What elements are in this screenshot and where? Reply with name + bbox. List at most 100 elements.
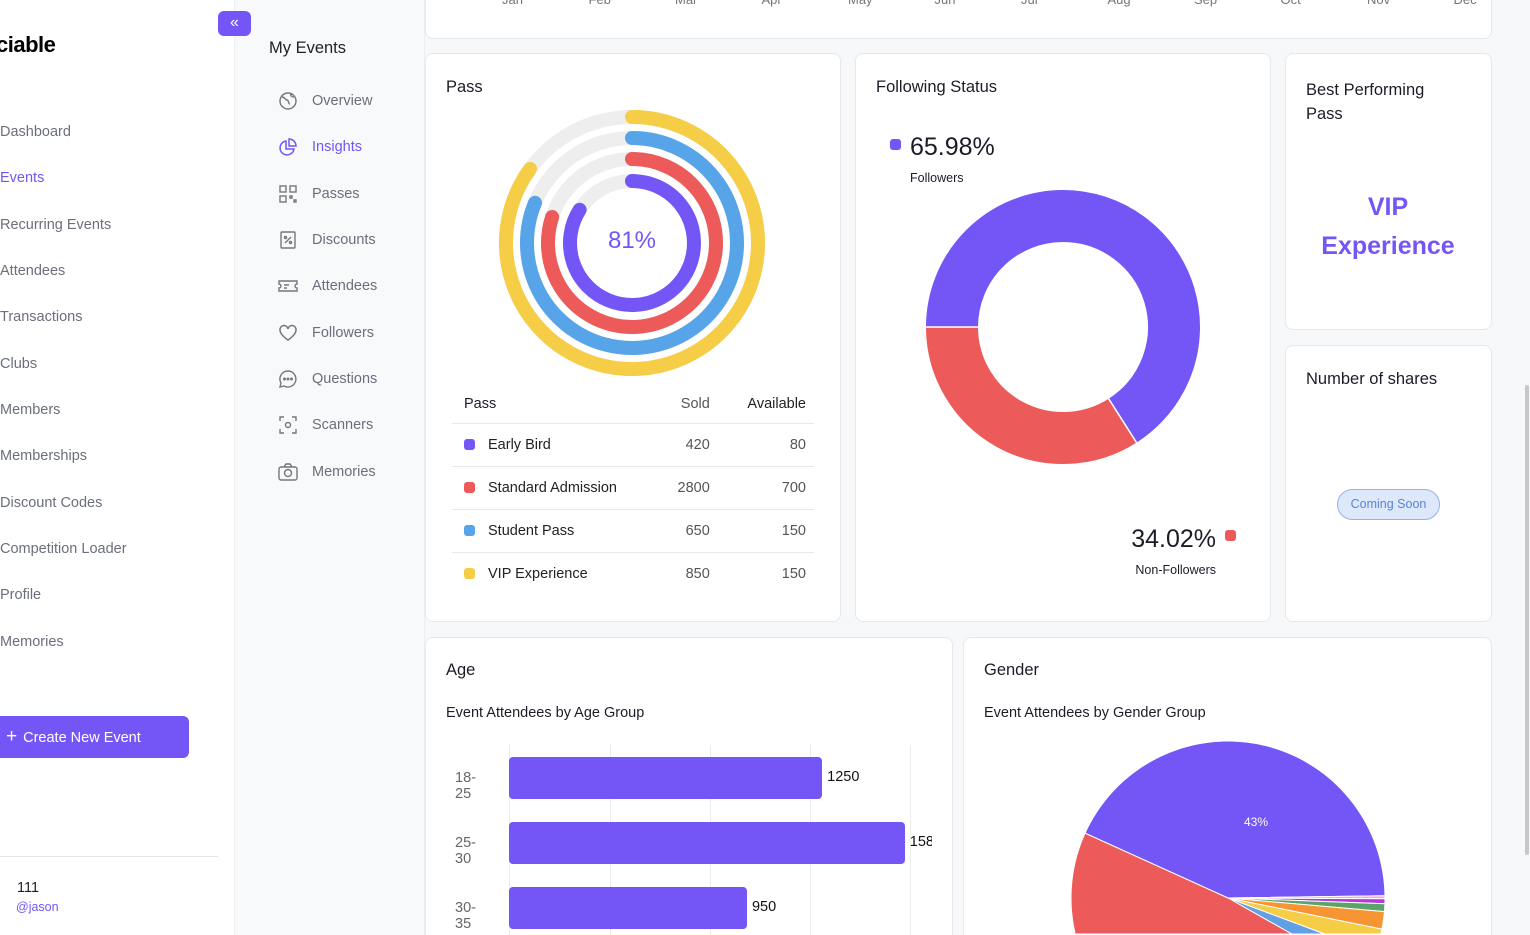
nav-attendees[interactable]: Attendees [0, 263, 66, 279]
create-new-event-button[interactable]: + Create New Event [0, 716, 189, 758]
pass-center-label: 81% [607, 227, 657, 254]
shares-title: Number of shares [1306, 370, 1438, 388]
month-label: Apr [762, 0, 782, 7]
available: 700 [717, 466, 814, 510]
subnav-overview[interactable]: Overview [278, 91, 372, 111]
legend-dot [464, 567, 475, 579]
ring-standard-admission [541, 152, 723, 334]
ring-early-bird [563, 174, 701, 312]
subnav-memories[interactable]: Memories [278, 462, 376, 482]
subnav-discounts[interactable]: Discounts [278, 230, 376, 250]
month-label: Jun [935, 0, 956, 7]
nav-memberships[interactable]: Memberships [0, 448, 88, 464]
subnav-questions[interactable]: Questions [278, 369, 377, 389]
table-row: Standard Admission 2800 700 [452, 466, 814, 510]
nav-discount-codes[interactable]: Discount Codes [0, 495, 103, 511]
donut-separator [1108, 398, 1138, 443]
pass-title: Pass [446, 78, 483, 96]
followers-label: Followers [910, 171, 964, 185]
pass-name: Early Bird [488, 436, 551, 453]
following-status-card [855, 53, 1271, 622]
nav-profile[interactable]: Profile [0, 587, 42, 603]
page-scrollbar[interactable] [1525, 385, 1529, 855]
nav-recurring-events[interactable]: Recurring Events [0, 217, 112, 233]
pass-name: VIP Experience [488, 565, 588, 582]
nav-dashboard[interactable]: Dashboard [0, 124, 71, 140]
month-label: Dec [1454, 0, 1477, 7]
month-label: Jan [502, 0, 523, 7]
bar-category-label: 18-25 [455, 770, 476, 802]
gender-subtitle: Event Attendees by Gender Group [984, 705, 1206, 721]
month-label: Mar [675, 0, 697, 7]
user-handle[interactable]: @jason [16, 900, 59, 914]
table-row: Student Pass 650 150 [452, 509, 814, 553]
legend-dot [464, 524, 475, 536]
ring-student-pass [520, 131, 744, 355]
globe-icon [279, 92, 297, 110]
ticket-icon [278, 280, 298, 292]
nav-members[interactable]: Members [0, 402, 61, 418]
bar [509, 887, 747, 929]
subnav-label: Insights [312, 139, 362, 155]
col-pass: Pass [452, 385, 654, 424]
camera-icon [278, 463, 298, 481]
table-row: VIP Experience 850 150 [452, 552, 814, 595]
scan-icon [279, 416, 297, 434]
subnav-insights[interactable]: Insights [278, 137, 362, 157]
age-title: Age [446, 661, 476, 679]
table-row: Early Bird 420 80 [452, 423, 814, 467]
event-subnav: My Events Overview Insights Passes Disco… [236, 0, 425, 935]
table-header: Pass Sold Available [452, 385, 814, 424]
nav-competition-loader[interactable]: Competition Loader [0, 541, 127, 557]
pie-slice-label: 43% [1244, 815, 1268, 829]
sold: 850 [685, 565, 710, 582]
col-available: Available [717, 385, 814, 424]
subnav-followers[interactable]: Followers [278, 323, 374, 343]
pass-table: Pass Sold Available Early Bird 420 80 Standa… [452, 385, 814, 595]
qr-code-icon [279, 185, 297, 203]
subnav-scanners[interactable]: Scanners [278, 415, 373, 435]
followers-legend-dot [890, 139, 901, 150]
legend-dot [464, 438, 475, 450]
bar-value-label: 158 [909, 834, 932, 850]
subnav-attendees[interactable]: Attendees [278, 276, 377, 296]
non-followers-label: Non-Followers [1135, 563, 1216, 577]
subnav-label: Memories [312, 464, 376, 480]
followers-percent: 65.98% [910, 133, 995, 161]
main-sidebar: ciable Dashboard Events Recurring Events… [0, 0, 235, 935]
logo: ciable [0, 32, 56, 57]
following-donut-chart [926, 190, 1200, 464]
subnav-passes[interactable]: Passes [278, 184, 360, 204]
gender-pie-chart: 43% [1070, 740, 1386, 935]
bar-value-label: 1250 [827, 769, 860, 785]
subnav-label: Followers [312, 325, 375, 341]
month-label: Jul [1021, 0, 1038, 7]
bar-category-label: 25-30 [455, 835, 476, 867]
subnav-label: Scanners [312, 417, 374, 433]
donut-slice-followers [926, 190, 1200, 443]
nav-clubs[interactable]: Clubs [0, 356, 38, 372]
user-name: 111 [17, 880, 40, 896]
sold: 2800 [653, 466, 718, 510]
subnav-label: Discounts [312, 232, 376, 248]
bar [509, 822, 905, 864]
bar-value-label: 950 [751, 899, 777, 915]
nav-events[interactable]: Events [0, 170, 45, 186]
nav-transactions[interactable]: Transactions [0, 309, 83, 325]
following-title: Following Status [876, 78, 998, 96]
month-label: Aug [1108, 0, 1131, 7]
non-followers-legend-dot [1225, 530, 1236, 541]
create-label: Create New Event [23, 730, 141, 746]
ring-vip-experience [499, 110, 765, 376]
monthly-chart-card: Jan Feb Mar Apr May Jun Jul Aug Sep Oct Nov Dec [425, 0, 1492, 39]
age-subtitle: Event Attendees by Age Group [446, 705, 645, 721]
non-followers-percent: 34.02% [1131, 525, 1216, 553]
bar [509, 757, 823, 799]
grid-line [910, 745, 911, 935]
nav-memories[interactable]: Memories [0, 634, 64, 650]
collapse-sidebar-button[interactable]: « [218, 11, 251, 36]
best-pass-value: VIP Experience [1321, 193, 1455, 260]
shares-card [1285, 345, 1492, 622]
subnav-title: My Events [269, 39, 347, 57]
subnav-label: Passes [312, 186, 360, 202]
